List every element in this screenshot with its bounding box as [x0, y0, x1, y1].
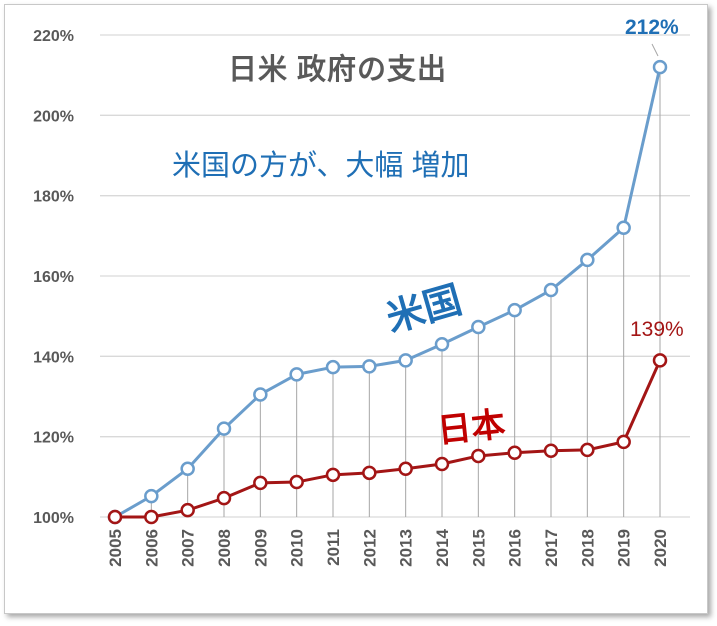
data-point-japan [507, 445, 522, 460]
y-tick-label: 120% [33, 430, 74, 447]
data-point-us [362, 359, 377, 374]
data-point-us [507, 302, 522, 318]
x-tick-label: 2006 [142, 529, 161, 567]
data-point-us [616, 220, 631, 236]
data-point-us [325, 359, 341, 375]
y-tick-label: 160% [33, 269, 74, 286]
data-point-japan [144, 509, 159, 525]
data-point-japan [616, 434, 631, 450]
data-point-japan [580, 442, 595, 458]
x-tick-label: 2011 [324, 529, 343, 566]
data-point-japan [434, 456, 450, 472]
chart-subtitle: 米国の方が、大幅 増加 [172, 150, 470, 182]
data-point-japan [107, 509, 123, 525]
data-point-us [289, 367, 304, 382]
x-tick-label: 2016 [506, 529, 525, 567]
x-tick-label: 2020 [651, 529, 670, 567]
data-point-japan [216, 490, 232, 506]
data-point-us [543, 282, 559, 298]
data-point-japan [652, 353, 668, 368]
data-point-us [253, 387, 268, 402]
data-point-us [580, 252, 595, 268]
end-label-japan: 139% [630, 318, 684, 341]
data-point-japan [471, 448, 486, 464]
y-tick-label: 100% [33, 510, 74, 527]
x-tick-label: 2008 [215, 529, 234, 567]
data-point-us [144, 488, 159, 504]
x-tick-label: 2015 [469, 529, 488, 567]
x-tick-label: 2017 [542, 529, 561, 567]
y-tick-label: 140% [33, 349, 74, 366]
x-tick-label: 2012 [360, 529, 379, 567]
data-point-us [471, 319, 486, 335]
data-point-japan [543, 443, 559, 458]
x-tick-label: 2007 [179, 529, 198, 567]
x-tick-label: 2014 [433, 528, 452, 566]
data-point-japan [253, 475, 268, 491]
data-point-japan [325, 467, 341, 483]
x-tick-label: 2018 [578, 529, 597, 567]
y-tick-label: 180% [33, 189, 74, 206]
x-tick-label: 2019 [615, 529, 634, 567]
y-tick-label: 200% [33, 108, 74, 125]
y-tick-label: 220% [33, 28, 74, 45]
data-point-us [398, 353, 413, 368]
label-leader-line [651, 43, 659, 57]
data-point-japan [180, 502, 195, 518]
series-line-us [114, 66, 662, 519]
data-point-us [180, 461, 195, 477]
data-point-us [216, 421, 232, 436]
x-tick-label: 2009 [251, 529, 270, 567]
data-point-japan [362, 465, 377, 481]
x-tick-label: 2005 [106, 529, 125, 567]
series-label-japan: 日本 [435, 405, 508, 451]
chart-title: 日米 政府の支出 [228, 54, 448, 86]
x-tick-label: 2013 [397, 529, 416, 567]
end-label-us: 212% [625, 16, 679, 39]
data-point-us [434, 337, 450, 352]
series-line-japan [115, 359, 662, 519]
data-point-us [652, 59, 668, 75]
x-tick-label: 2010 [288, 529, 307, 567]
data-point-japan [398, 461, 413, 477]
data-point-japan [289, 474, 304, 490]
